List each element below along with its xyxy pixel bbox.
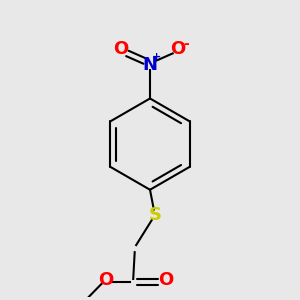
Text: S: S <box>149 206 162 224</box>
Text: O: O <box>158 271 173 289</box>
Text: O: O <box>98 271 113 289</box>
Text: O: O <box>113 40 128 58</box>
Text: N: N <box>142 56 158 74</box>
Text: -: - <box>183 37 189 51</box>
Text: O: O <box>170 40 186 58</box>
Text: +: + <box>152 52 161 62</box>
